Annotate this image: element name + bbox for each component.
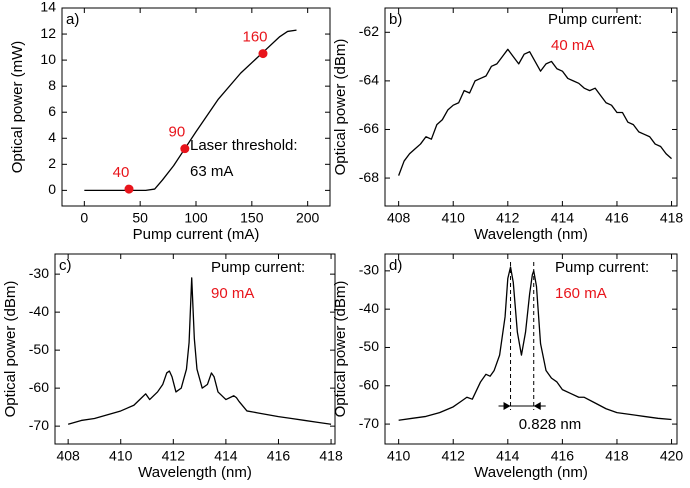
- x-tick-label: 418: [319, 448, 343, 464]
- point-label: 160: [242, 29, 267, 46]
- panel-label: d): [389, 257, 402, 274]
- data-point: [180, 144, 190, 154]
- x-tick-label: 416: [267, 448, 291, 464]
- y-tick-label: -30: [29, 265, 49, 281]
- spectrum-line: [398, 48, 672, 176]
- y-tick-label: -70: [359, 415, 379, 431]
- y-tick-label: 10: [40, 51, 56, 67]
- spectrum-line: [84, 29, 297, 192]
- annotation: 40 mA: [551, 37, 594, 54]
- plot-frame: [384, 253, 678, 445]
- data-point: [258, 49, 268, 59]
- x-tick-label: 412: [162, 448, 186, 464]
- y-tick-label: -60: [359, 376, 379, 392]
- y-axis-label: Optical power (mW): [9, 41, 26, 174]
- point-label: 40: [113, 164, 130, 181]
- x-tick-label: 418: [605, 448, 629, 464]
- x-tick-label: 410: [442, 210, 466, 226]
- annotation: Pump current:: [548, 11, 642, 28]
- y-tick-label: 4: [48, 129, 56, 145]
- x-tick-label: 408: [387, 210, 411, 226]
- spectrum-line: [67, 277, 332, 425]
- y-axis-label: Optical power (dBm): [332, 281, 349, 418]
- annotation: 63 mA: [190, 163, 233, 180]
- panel-label: a): [66, 11, 79, 28]
- y-tick-label: -50: [29, 341, 49, 357]
- x-tick-label: 414: [214, 448, 238, 464]
- x-tick-label: 416: [551, 448, 575, 464]
- annotation: Laser threshold:: [190, 137, 298, 154]
- x-tick-label: 410: [387, 448, 411, 464]
- x-tick-label: 408: [56, 448, 80, 464]
- y-tick-label: -40: [359, 300, 379, 316]
- data-point: [124, 184, 134, 194]
- annotation: 0.828 nm: [519, 416, 582, 433]
- y-axis-label: Optical power (dBm): [2, 281, 19, 418]
- x-axis-label: Wavelength (nm): [474, 226, 588, 243]
- panel-label: c): [59, 257, 72, 274]
- x-tick-label: 412: [442, 448, 466, 464]
- x-axis-label: Wavelength (nm): [474, 464, 588, 481]
- x-tick-label: 410: [109, 448, 133, 464]
- x-tick-label: 414: [496, 448, 520, 464]
- y-tick-label: 12: [40, 25, 56, 41]
- y-tick-label: 2: [48, 155, 56, 171]
- x-tick-label: 150: [240, 210, 264, 226]
- y-tick-label: -50: [359, 338, 379, 354]
- panel-label: b): [389, 11, 402, 28]
- x-tick-label: 414: [551, 210, 575, 226]
- x-tick-label: 420: [660, 448, 684, 464]
- point-label: 90: [168, 124, 185, 141]
- y-tick-label: -60: [29, 379, 49, 395]
- y-tick-label: -68: [359, 169, 379, 185]
- x-tick-label: 416: [605, 210, 629, 226]
- y-tick-label: -40: [29, 303, 49, 319]
- x-tick-label: 50: [132, 210, 148, 226]
- y-tick-label: 8: [48, 77, 56, 93]
- y-tick-label: -66: [359, 120, 379, 136]
- x-tick-label: 0: [80, 210, 88, 226]
- plot-frame: [54, 253, 336, 445]
- y-tick-label: 0: [48, 181, 56, 197]
- y-tick-label: -62: [359, 23, 379, 39]
- y-tick-label: 6: [48, 103, 56, 119]
- annotation: 160 mA: [555, 285, 607, 302]
- x-tick-label: 412: [496, 210, 520, 226]
- plot-frame: [384, 7, 678, 207]
- x-tick-label: 200: [296, 210, 320, 226]
- x-axis-label: Pump current (mA): [133, 226, 260, 243]
- y-tick-label: -30: [359, 262, 379, 278]
- annotation: Pump current:: [211, 259, 305, 276]
- annotation: Pump current:: [555, 259, 649, 276]
- x-axis-label: Wavelength (nm): [138, 464, 252, 481]
- x-tick-label: 100: [184, 210, 208, 226]
- y-axis-label: Optical power (dBm): [332, 39, 349, 176]
- annotation: 90 mA: [211, 285, 254, 302]
- spectrum-line: [398, 266, 672, 421]
- y-tick-label: -70: [29, 417, 49, 433]
- y-tick-label: 14: [40, 0, 56, 15]
- x-tick-label: 418: [660, 210, 684, 226]
- y-tick-label: -64: [359, 72, 379, 88]
